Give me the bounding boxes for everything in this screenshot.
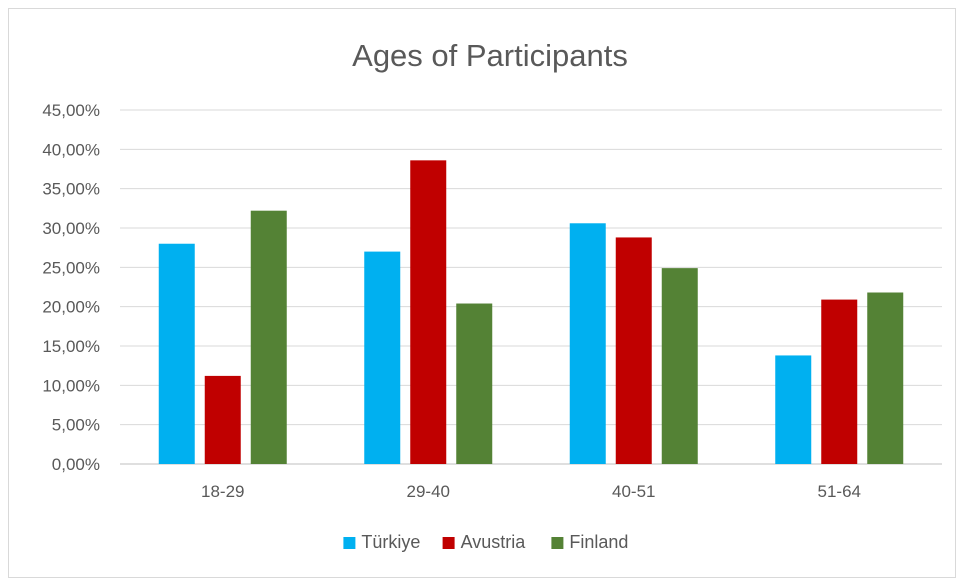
x-tick-label: 29-40 [407, 482, 450, 501]
y-tick-label: 25,00% [42, 258, 100, 277]
chart-title: Ages of Participants [352, 38, 628, 73]
x-axis-ticks: 18-29 29-40 40-51 51-64 [201, 482, 861, 501]
legend-swatch-türkiye [343, 537, 356, 549]
y-axis-ticks: 0,00% 5,00% 10,00% 15,00% 20,00% 25,00% 30,00%… [42, 101, 100, 474]
legend: Türkiye Avustria Finland [343, 532, 628, 552]
y-tick-label: 40,00% [42, 140, 100, 159]
x-tick-label: 51-64 [818, 482, 861, 501]
legend-label-türkiye: Türkiye [361, 532, 420, 552]
legend-label-avustria: Avustria [461, 532, 527, 552]
y-tick-label: 15,00% [42, 337, 100, 356]
y-tick-label: 30,00% [42, 219, 100, 238]
x-tick-label: 18-29 [201, 482, 244, 501]
y-tick-label: 10,00% [42, 376, 100, 395]
bar-finland-18-29 [250, 210, 287, 464]
bar-türkiye-51-64 [775, 355, 812, 464]
y-tick-label: 20,00% [42, 298, 100, 317]
bar-avustria-29-40 [410, 160, 447, 464]
bar-avustria-40-51 [615, 237, 652, 464]
legend-label-finland: Finland [569, 532, 628, 552]
y-tick-label: 35,00% [42, 180, 100, 199]
bar-türkiye-29-40 [364, 251, 401, 464]
y-tick-label: 0,00% [52, 455, 100, 474]
bar-finland-29-40 [456, 303, 493, 464]
bar-türkiye-40-51 [569, 223, 606, 464]
x-tick-label: 40-51 [612, 482, 655, 501]
bar-avustria-51-64 [821, 299, 858, 464]
bar-finland-40-51 [661, 268, 698, 464]
bar-türkiye-18-29 [158, 243, 195, 464]
bars [158, 160, 904, 464]
gridlines [120, 109, 942, 465]
bar-finland-51-64 [867, 292, 904, 464]
legend-swatch-finland [551, 537, 564, 549]
y-tick-label: 45,00% [42, 101, 100, 120]
legend-swatch-avustria [442, 537, 455, 549]
bar-avustria-18-29 [204, 375, 241, 464]
y-tick-label: 5,00% [52, 416, 100, 435]
